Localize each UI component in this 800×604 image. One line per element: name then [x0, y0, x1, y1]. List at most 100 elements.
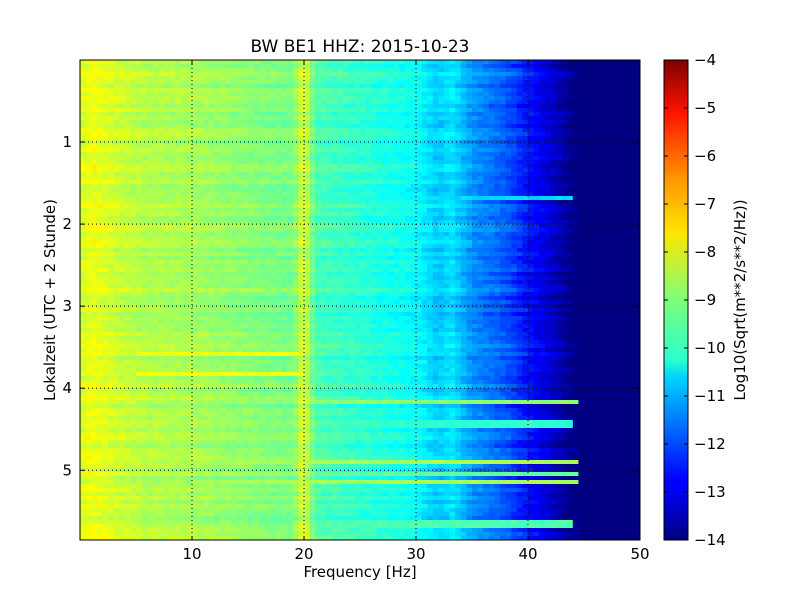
heatmap-cell — [231, 68, 238, 73]
heatmap-cell — [623, 64, 630, 69]
heatmap-cell — [326, 172, 333, 177]
heatmap-cell — [298, 148, 305, 153]
heatmap-cell — [119, 196, 126, 201]
heatmap-cell — [343, 248, 350, 253]
heatmap-cell — [253, 92, 260, 97]
heatmap-cell — [371, 232, 378, 237]
heatmap-cell — [136, 132, 143, 137]
heatmap-cell — [141, 208, 148, 213]
heatmap-cell — [472, 100, 479, 105]
heatmap-cell — [516, 232, 523, 237]
heatmap-cell — [231, 88, 238, 93]
heatmap-cell — [612, 176, 619, 181]
heatmap-cell — [332, 156, 339, 161]
heatmap-cell — [382, 124, 389, 129]
heatmap-cell — [91, 156, 98, 161]
heatmap-cell — [477, 96, 484, 101]
heatmap-cell — [281, 228, 288, 233]
heatmap-cell — [494, 232, 501, 237]
heatmap-cell — [108, 64, 115, 69]
heatmap-cell — [180, 156, 187, 161]
heatmap-cell — [80, 164, 87, 169]
heatmap-cell — [460, 248, 467, 253]
heatmap-cell — [572, 240, 579, 245]
heatmap-cell — [348, 168, 355, 173]
heatmap-cell — [449, 124, 456, 129]
heatmap-cell — [292, 116, 299, 121]
heatmap-cell — [225, 168, 232, 173]
heatmap-cell — [270, 180, 277, 185]
heatmap-cell — [444, 136, 451, 141]
heatmap-cell — [628, 188, 635, 193]
heatmap-cell — [522, 188, 529, 193]
heatmap-cell — [416, 100, 423, 105]
heatmap-cell — [130, 224, 137, 229]
heatmap-cell — [292, 156, 299, 161]
heatmap-cell — [354, 200, 361, 205]
heatmap-cell — [337, 64, 344, 69]
heatmap-cell — [410, 196, 417, 201]
heatmap-cell — [309, 196, 316, 201]
heatmap-cell — [276, 200, 283, 205]
heatmap-cell — [158, 136, 165, 141]
heatmap-cell — [197, 236, 204, 241]
heatmap-cell — [399, 136, 406, 141]
heatmap-cell — [584, 108, 591, 113]
heatmap-cell — [248, 228, 255, 233]
heatmap-cell — [248, 104, 255, 109]
heatmap-cell — [236, 164, 243, 169]
heatmap-cell — [483, 116, 490, 121]
heatmap-cell — [371, 172, 378, 177]
heatmap-cell — [113, 164, 120, 169]
heatmap-cell — [236, 228, 243, 233]
heatmap-cell — [80, 120, 87, 125]
heatmap-cell — [600, 240, 607, 245]
heatmap-cell — [500, 108, 507, 113]
heatmap-cell — [472, 168, 479, 173]
heatmap-cell — [337, 108, 344, 113]
heatmap-cell — [634, 216, 640, 221]
heatmap-cell — [141, 180, 148, 185]
heatmap-cell — [617, 64, 624, 69]
heatmap-cell — [80, 188, 87, 193]
heatmap-cell — [231, 236, 238, 241]
heatmap-cell — [455, 152, 462, 157]
heatmap-cell — [169, 128, 176, 133]
heatmap-cell — [186, 172, 193, 177]
heatmap-cell — [309, 168, 316, 173]
heatmap-cell — [528, 84, 535, 89]
heatmap-cell — [130, 68, 137, 73]
heatmap-cell — [304, 80, 311, 85]
heatmap-cell — [208, 176, 215, 181]
heatmap-cell — [186, 72, 193, 77]
heatmap-cell — [231, 192, 238, 197]
heatmap-cell — [612, 212, 619, 217]
heatmap-cell — [124, 76, 131, 81]
heatmap-cell — [449, 176, 456, 181]
heatmap-cell — [270, 216, 277, 221]
heatmap-cell — [528, 248, 535, 253]
heatmap-cell — [444, 212, 451, 217]
heatmap-cell — [360, 180, 367, 185]
heatmap-cell — [567, 176, 574, 181]
heatmap-cell — [315, 124, 322, 129]
heatmap-cell — [152, 60, 159, 65]
heatmap-cell — [488, 72, 495, 77]
heatmap-cell — [438, 96, 445, 101]
heatmap-cell — [393, 64, 400, 69]
heatmap-cell — [253, 112, 260, 117]
heatmap-cell — [343, 168, 350, 173]
heatmap-cell — [371, 236, 378, 241]
heatmap-cell — [85, 92, 92, 97]
heatmap-cell — [332, 128, 339, 133]
heatmap-cell — [550, 92, 557, 97]
heatmap-cell — [203, 124, 210, 129]
heatmap-cell — [264, 88, 271, 93]
heatmap-cell — [399, 168, 406, 173]
heatmap-cell — [360, 244, 367, 249]
heatmap-cell — [236, 124, 243, 129]
heatmap-cell — [169, 204, 176, 209]
heatmap-cell — [130, 156, 137, 161]
heatmap-cell — [208, 112, 215, 117]
heatmap-cell — [634, 232, 640, 237]
